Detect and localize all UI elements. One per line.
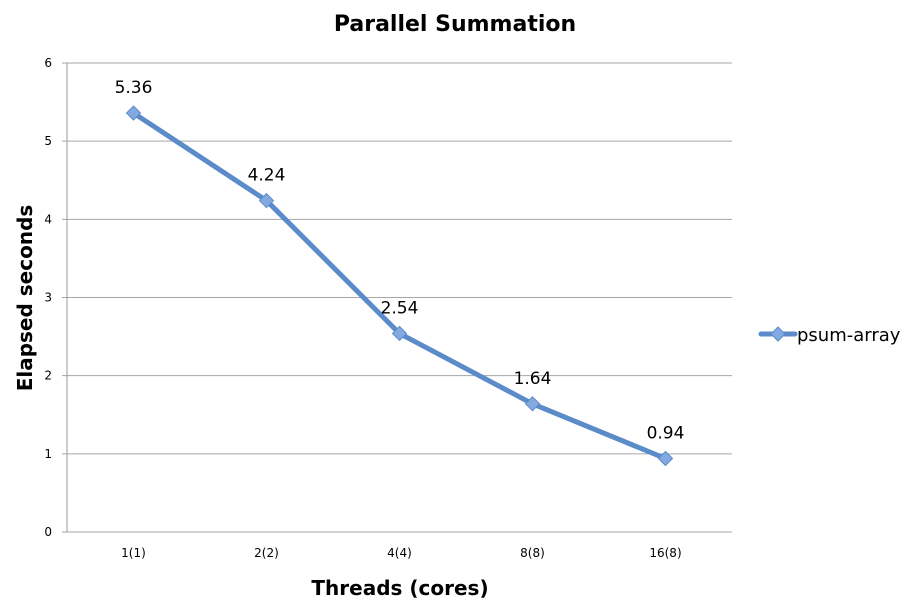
y-axis-ticks: 0 1 2 3 4 5 6 xyxy=(44,56,52,539)
series-line xyxy=(132,110,667,461)
x-axis-title: Threads (cores) xyxy=(311,576,488,600)
y-tick-label: 5 xyxy=(44,134,52,148)
data-point-marker xyxy=(524,396,541,412)
y-tick-label: 6 xyxy=(44,56,52,70)
y-axis-title: Elapsed seconds xyxy=(13,205,37,392)
chart-title: Parallel Summation xyxy=(334,12,576,37)
y-tick-label: 0 xyxy=(44,525,52,539)
y-tick-label: 2 xyxy=(44,369,52,383)
x-tick-label: 1(1) xyxy=(121,546,146,560)
x-tick-label: 8(8) xyxy=(520,546,545,560)
y-tick-label: 1 xyxy=(44,447,52,461)
data-point-marker xyxy=(657,450,674,467)
y-tick-label: 3 xyxy=(44,291,52,305)
x-tick-label: 16(8) xyxy=(649,546,681,560)
data-label: 0.94 xyxy=(647,424,685,444)
data-label: 1.64 xyxy=(514,369,552,389)
legend: psum-array xyxy=(758,325,901,346)
legend-label: psum-array xyxy=(797,325,901,346)
data-label: 4.24 xyxy=(248,166,286,186)
data-point-marker xyxy=(258,192,275,209)
x-tick-label: 2(2) xyxy=(254,546,279,560)
data-point-marker xyxy=(125,105,142,121)
x-tick-label: 4(4) xyxy=(387,546,412,560)
y-tick-label: 4 xyxy=(44,212,52,226)
data-label: 2.54 xyxy=(381,298,419,318)
legend-diamond-marker xyxy=(770,326,786,342)
data-labels: 5.36 4.24 2.54 1.64 0.94 xyxy=(115,78,685,443)
data-label: 5.36 xyxy=(115,78,153,98)
data-point-marker xyxy=(391,325,408,342)
series-psum-array xyxy=(125,105,674,467)
x-axis-ticks: 1(1) 2(2) 4(4) 8(8) 16(8) xyxy=(121,546,681,560)
